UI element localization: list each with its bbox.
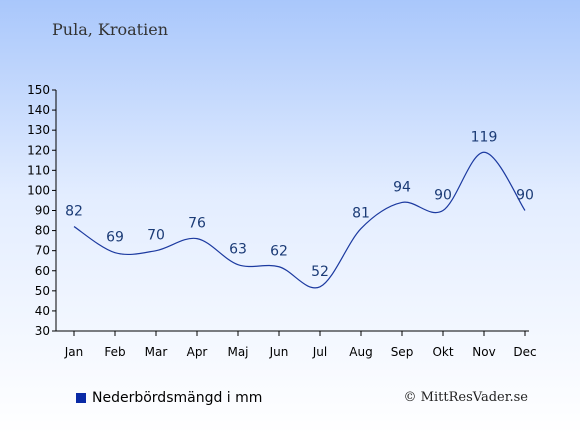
y-tick-label: 120	[27, 143, 50, 157]
legend-swatch	[76, 393, 86, 403]
data-label: 70	[147, 228, 165, 244]
y-tick-label: 110	[27, 163, 50, 177]
x-tick-label: Jun	[269, 345, 289, 359]
data-label: 76	[188, 216, 206, 232]
y-tick-label: 30	[35, 324, 50, 338]
data-label: 90	[516, 188, 534, 204]
data-label: 81	[352, 206, 370, 222]
x-tick-label: Okt	[432, 345, 453, 359]
legend-label: Nederbördsmängd i mm	[92, 390, 263, 406]
y-tick-label: 150	[27, 83, 50, 97]
data-label: 63	[229, 242, 247, 258]
y-tick-label: 70	[35, 244, 50, 258]
legend: Nederbördsmängd i mm	[76, 390, 262, 406]
data-label: 94	[393, 179, 411, 195]
y-tick-label: 90	[35, 204, 50, 218]
y-tick-label: 100	[27, 183, 50, 197]
y-tick-label: 40	[35, 304, 50, 318]
series-line	[73, 151, 526, 289]
x-tick-label: Apr	[187, 345, 208, 359]
y-tick-label: 80	[35, 224, 50, 238]
data-label: 90	[434, 188, 452, 204]
x-tick-label: Jul	[312, 345, 327, 359]
x-tick-label: Maj	[227, 345, 248, 359]
x-tick-label: Nov	[472, 345, 495, 359]
data-label: 119	[471, 129, 498, 145]
y-tick-label: 60	[35, 264, 50, 278]
x-tick-label: Mar	[145, 345, 168, 359]
x-tick-label: Feb	[104, 345, 125, 359]
data-label: 52	[311, 264, 329, 280]
data-label: 62	[270, 244, 288, 260]
credit-text: © MittResVader.se	[403, 390, 528, 405]
chart-title: Pula, Kroatien	[52, 20, 168, 39]
y-tick-label: 50	[35, 284, 50, 298]
x-tick-label: Jan	[64, 345, 84, 359]
x-tick-label: Dec	[513, 345, 536, 359]
data-label: 82	[65, 204, 83, 220]
x-tick-label: Aug	[349, 345, 372, 359]
y-tick-label: 140	[27, 103, 50, 117]
x-tick-label: Sep	[391, 345, 414, 359]
y-tick-label: 130	[27, 123, 50, 137]
data-label: 69	[106, 230, 124, 246]
